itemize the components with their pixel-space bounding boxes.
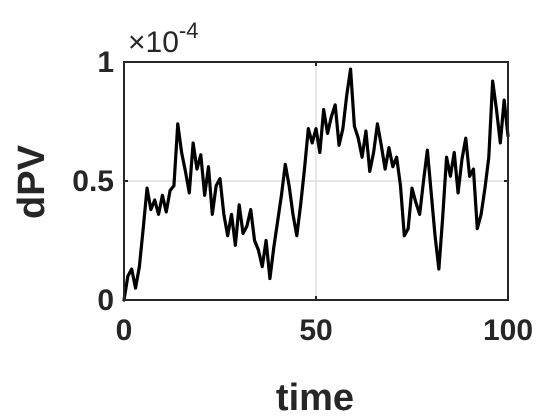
x-axis-label: time <box>276 377 354 419</box>
y-tick-label: 0.5 <box>72 165 114 198</box>
series-line <box>122 67 510 302</box>
y-tick-label: 1 <box>97 46 114 79</box>
x-tick-label: 50 <box>299 314 332 347</box>
x-axis-ticks: 0 50 100 <box>116 62 533 347</box>
x-tick-label: 100 <box>483 314 533 347</box>
y-multiplier-base: ×10 <box>128 26 179 59</box>
y-multiplier-exponent: -4 <box>179 18 199 43</box>
y-axis-ticks: 00.51 <box>72 46 508 317</box>
grid-lines <box>124 62 508 300</box>
y-multiplier-label: ×10-4 <box>128 18 198 59</box>
plot-area <box>122 67 510 302</box>
y-tick-label: 0 <box>97 284 114 317</box>
y-axis-label: dPV <box>11 144 53 219</box>
x-tick-label: 0 <box>116 314 133 347</box>
